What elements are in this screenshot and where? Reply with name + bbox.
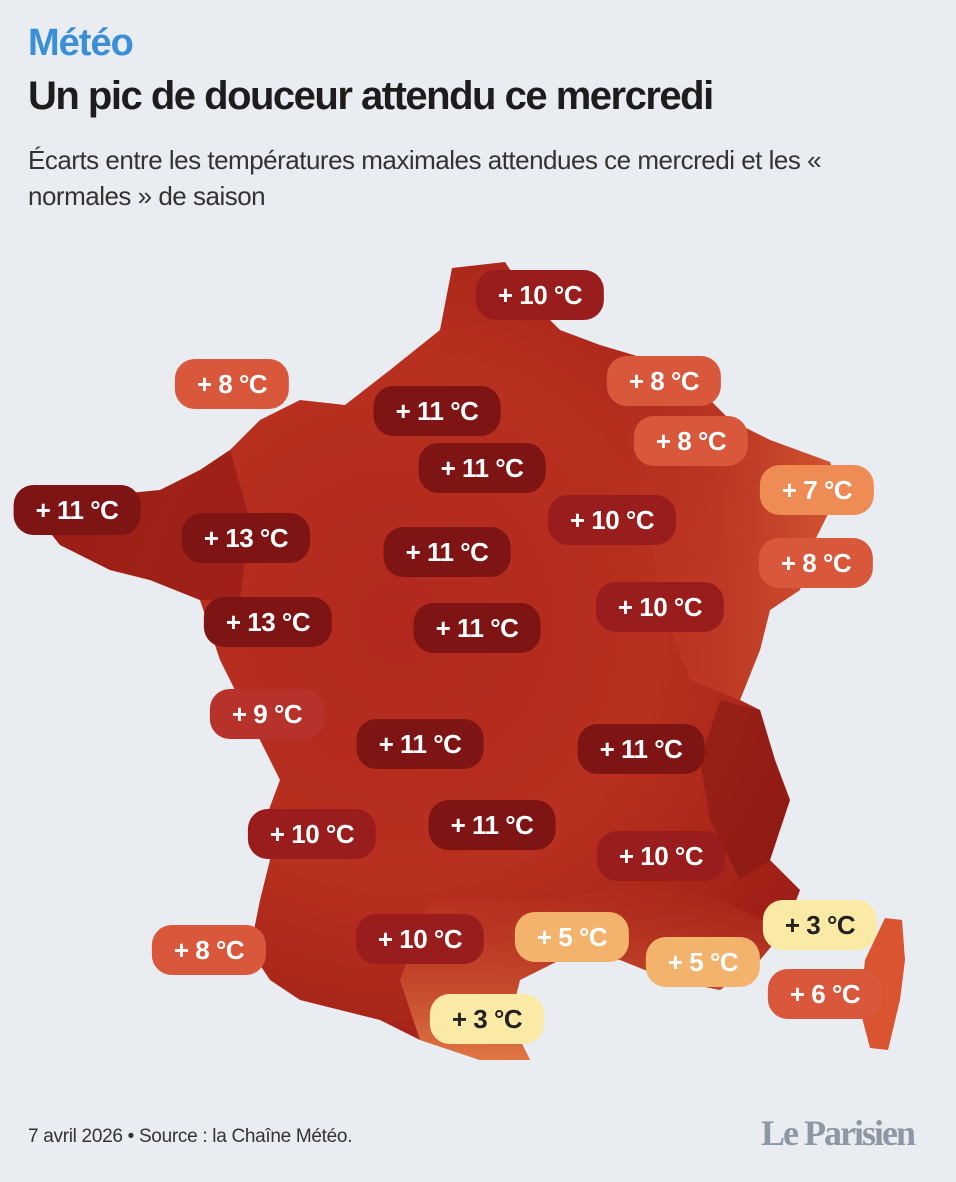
subtitle: Écarts entre les températures maximales … <box>28 145 822 211</box>
badge-cote-azur: + 3 °C <box>762 900 878 950</box>
kicker: Météo <box>28 22 134 64</box>
badge-rhone: + 11 °C <box>577 724 705 774</box>
badge-vendee: + 9 °C <box>209 689 325 739</box>
badge-nord: + 10 °C <box>475 270 605 320</box>
badge-normandie: + 11 °C <box>373 386 501 436</box>
badge-bourgogne: + 10 °C <box>595 582 725 632</box>
badge-limousin: + 11 °C <box>356 719 484 769</box>
le-parisien-logo: Le Parisien <box>761 1113 916 1153</box>
badge-drome: + 10 °C <box>596 831 726 881</box>
badge-pays-basque: + 8 °C <box>151 925 267 975</box>
badge-auvergne: + 11 °C <box>428 800 556 850</box>
badge-pays-de-la-loire: + 13 °C <box>203 597 333 647</box>
badge-bretagne: + 13 °C <box>181 513 311 563</box>
badge-ardennes: + 8 °C <box>606 356 722 406</box>
page-title: Un pic de douceur attendu ce mercredi <box>28 74 714 118</box>
badge-provence: + 5 °C <box>645 937 761 987</box>
badge-toulouse: + 10 °C <box>355 914 485 964</box>
badge-lorraine: + 8 °C <box>633 416 749 466</box>
alps-shade <box>700 700 790 880</box>
badge-corse: + 6 °C <box>767 969 883 1019</box>
badge-centre: + 11 °C <box>413 603 541 653</box>
badge-finistere: + 11 °C <box>13 485 141 535</box>
footer-source: 7 avril 2026 • Source : la Chaîne Météo. <box>28 1126 353 1147</box>
badge-ile-de-france: + 11 °C <box>418 443 546 493</box>
corsica-shape <box>860 918 905 1050</box>
badge-alsace-sud: + 8 °C <box>758 538 874 588</box>
badge-languedoc: + 5 °C <box>514 912 630 962</box>
badge-centre-nord: + 11 °C <box>383 527 511 577</box>
badge-gironde: + 10 °C <box>247 809 377 859</box>
badge-alsace-nord: + 7 °C <box>759 465 875 515</box>
badge-finistere-nord: + 8 °C <box>174 359 290 409</box>
badge-champagne: + 10 °C <box>547 495 677 545</box>
badge-roussillon: + 3 °C <box>429 994 545 1044</box>
